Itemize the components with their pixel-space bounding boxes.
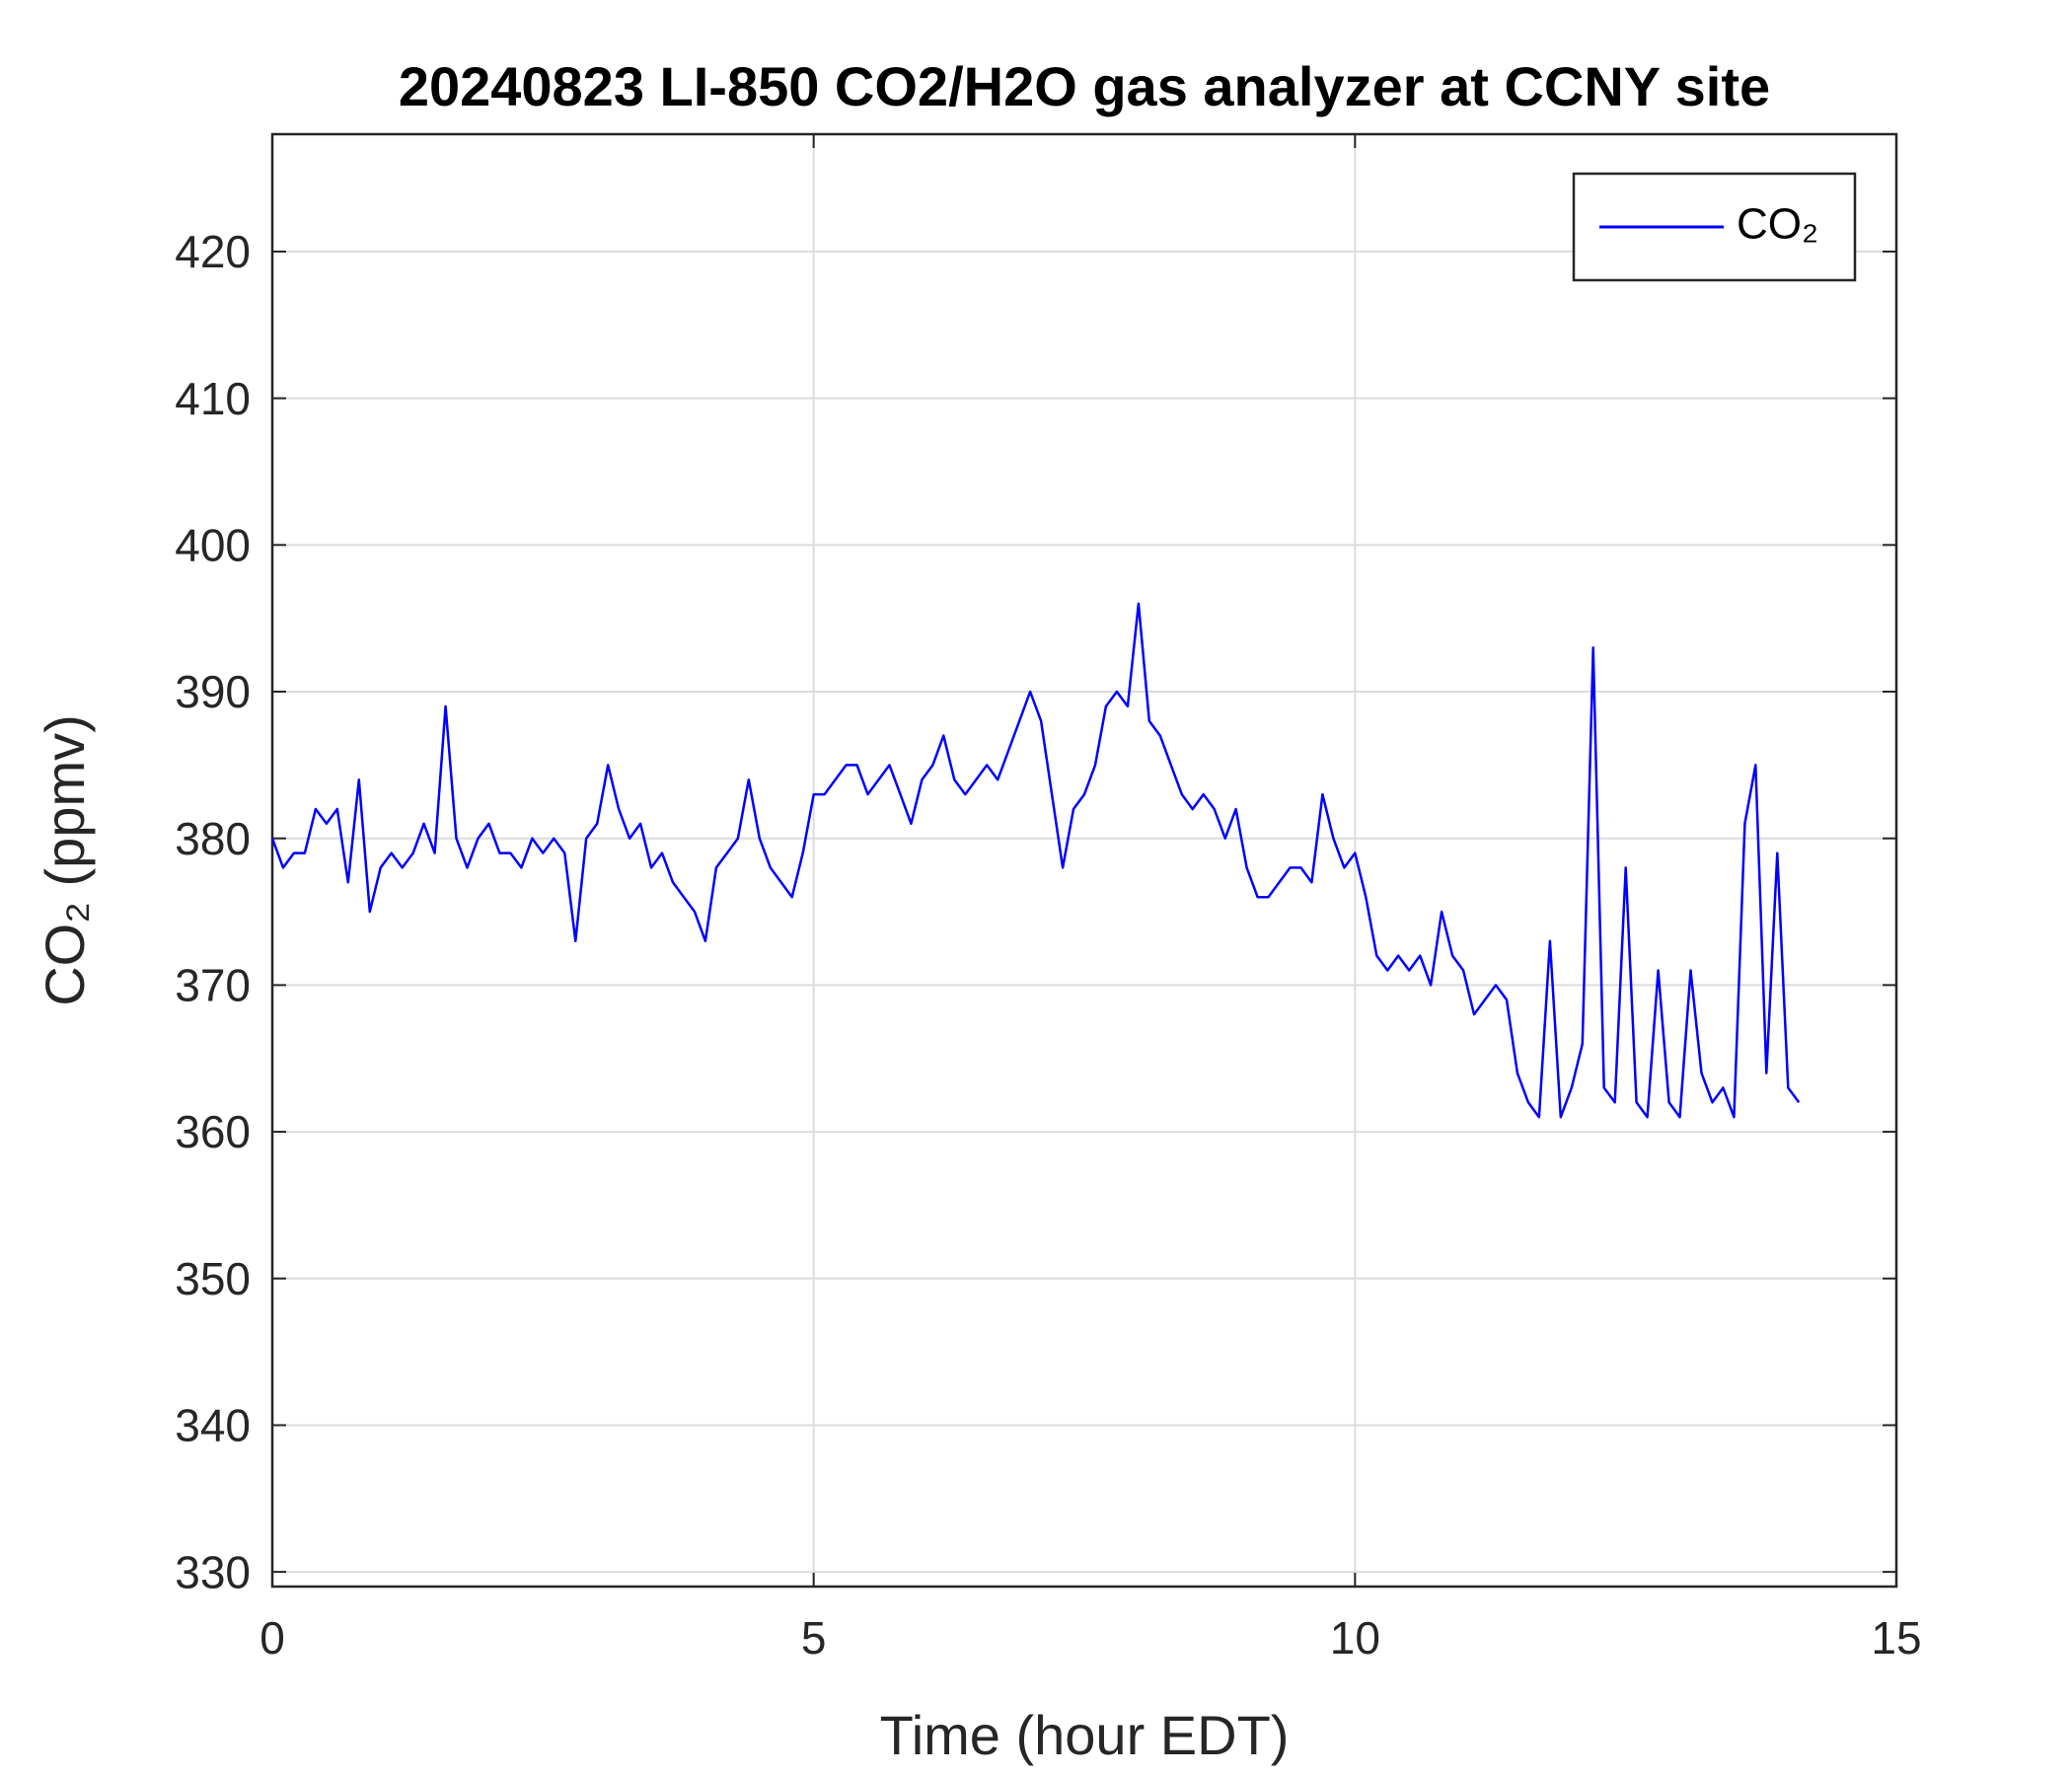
y-tick-label: 400	[175, 519, 251, 570]
x-axis-label: Time (hour EDT)	[880, 1704, 1290, 1766]
y-axis-label: CO₂ (ppmv)	[34, 714, 96, 1006]
data-line	[270, 602, 1801, 1119]
y-tick-label: 350	[175, 1253, 251, 1304]
y-tick-label: 380	[175, 813, 251, 864]
plot-frame	[270, 132, 1898, 1589]
y-tick-label: 410	[175, 373, 251, 424]
y-tick-label: 390	[175, 666, 251, 717]
y-tick-label: 340	[175, 1400, 251, 1451]
x-tick-label: 10	[1330, 1612, 1380, 1664]
y-tick-label: 360	[175, 1106, 251, 1157]
x-tick-label: 5	[801, 1612, 827, 1664]
x-tick-label: 15	[1871, 1612, 1921, 1664]
chart-title: 20240823 LI-850 CO2/H2O gas analyzer at …	[399, 55, 1770, 117]
y-tick-label: 330	[175, 1546, 251, 1597]
x-tick-label: 0	[259, 1612, 285, 1664]
legend-label: CO₂	[1737, 200, 1818, 249]
y-tick-label: 420	[175, 226, 251, 277]
y-tick-label: 370	[175, 960, 251, 1011]
